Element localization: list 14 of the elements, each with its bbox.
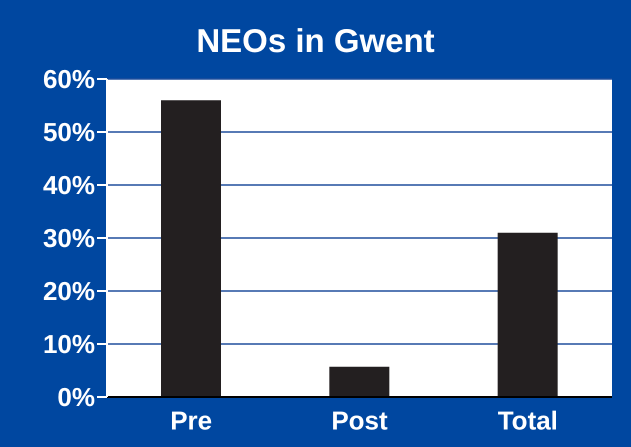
- y-tick-label: 30%: [42, 223, 95, 254]
- x-tick-label: Post: [331, 405, 388, 436]
- y-tick-label: 50%: [42, 117, 95, 148]
- y-tick-label: 0%: [57, 382, 95, 412]
- bar: [161, 100, 221, 397]
- bar: [329, 366, 390, 397]
- x-tick-label: Pre: [170, 405, 212, 436]
- y-tick-label: 20%: [42, 276, 95, 306]
- chart-title: NEOs in Gwent: [195, 22, 436, 60]
- bar: [498, 232, 558, 397]
- y-tick-label: 60%: [42, 64, 95, 94]
- y-tick-label: 40%: [42, 170, 95, 200]
- y-tick-label: 10%: [42, 329, 95, 360]
- x-tick-label: Total: [498, 405, 558, 436]
